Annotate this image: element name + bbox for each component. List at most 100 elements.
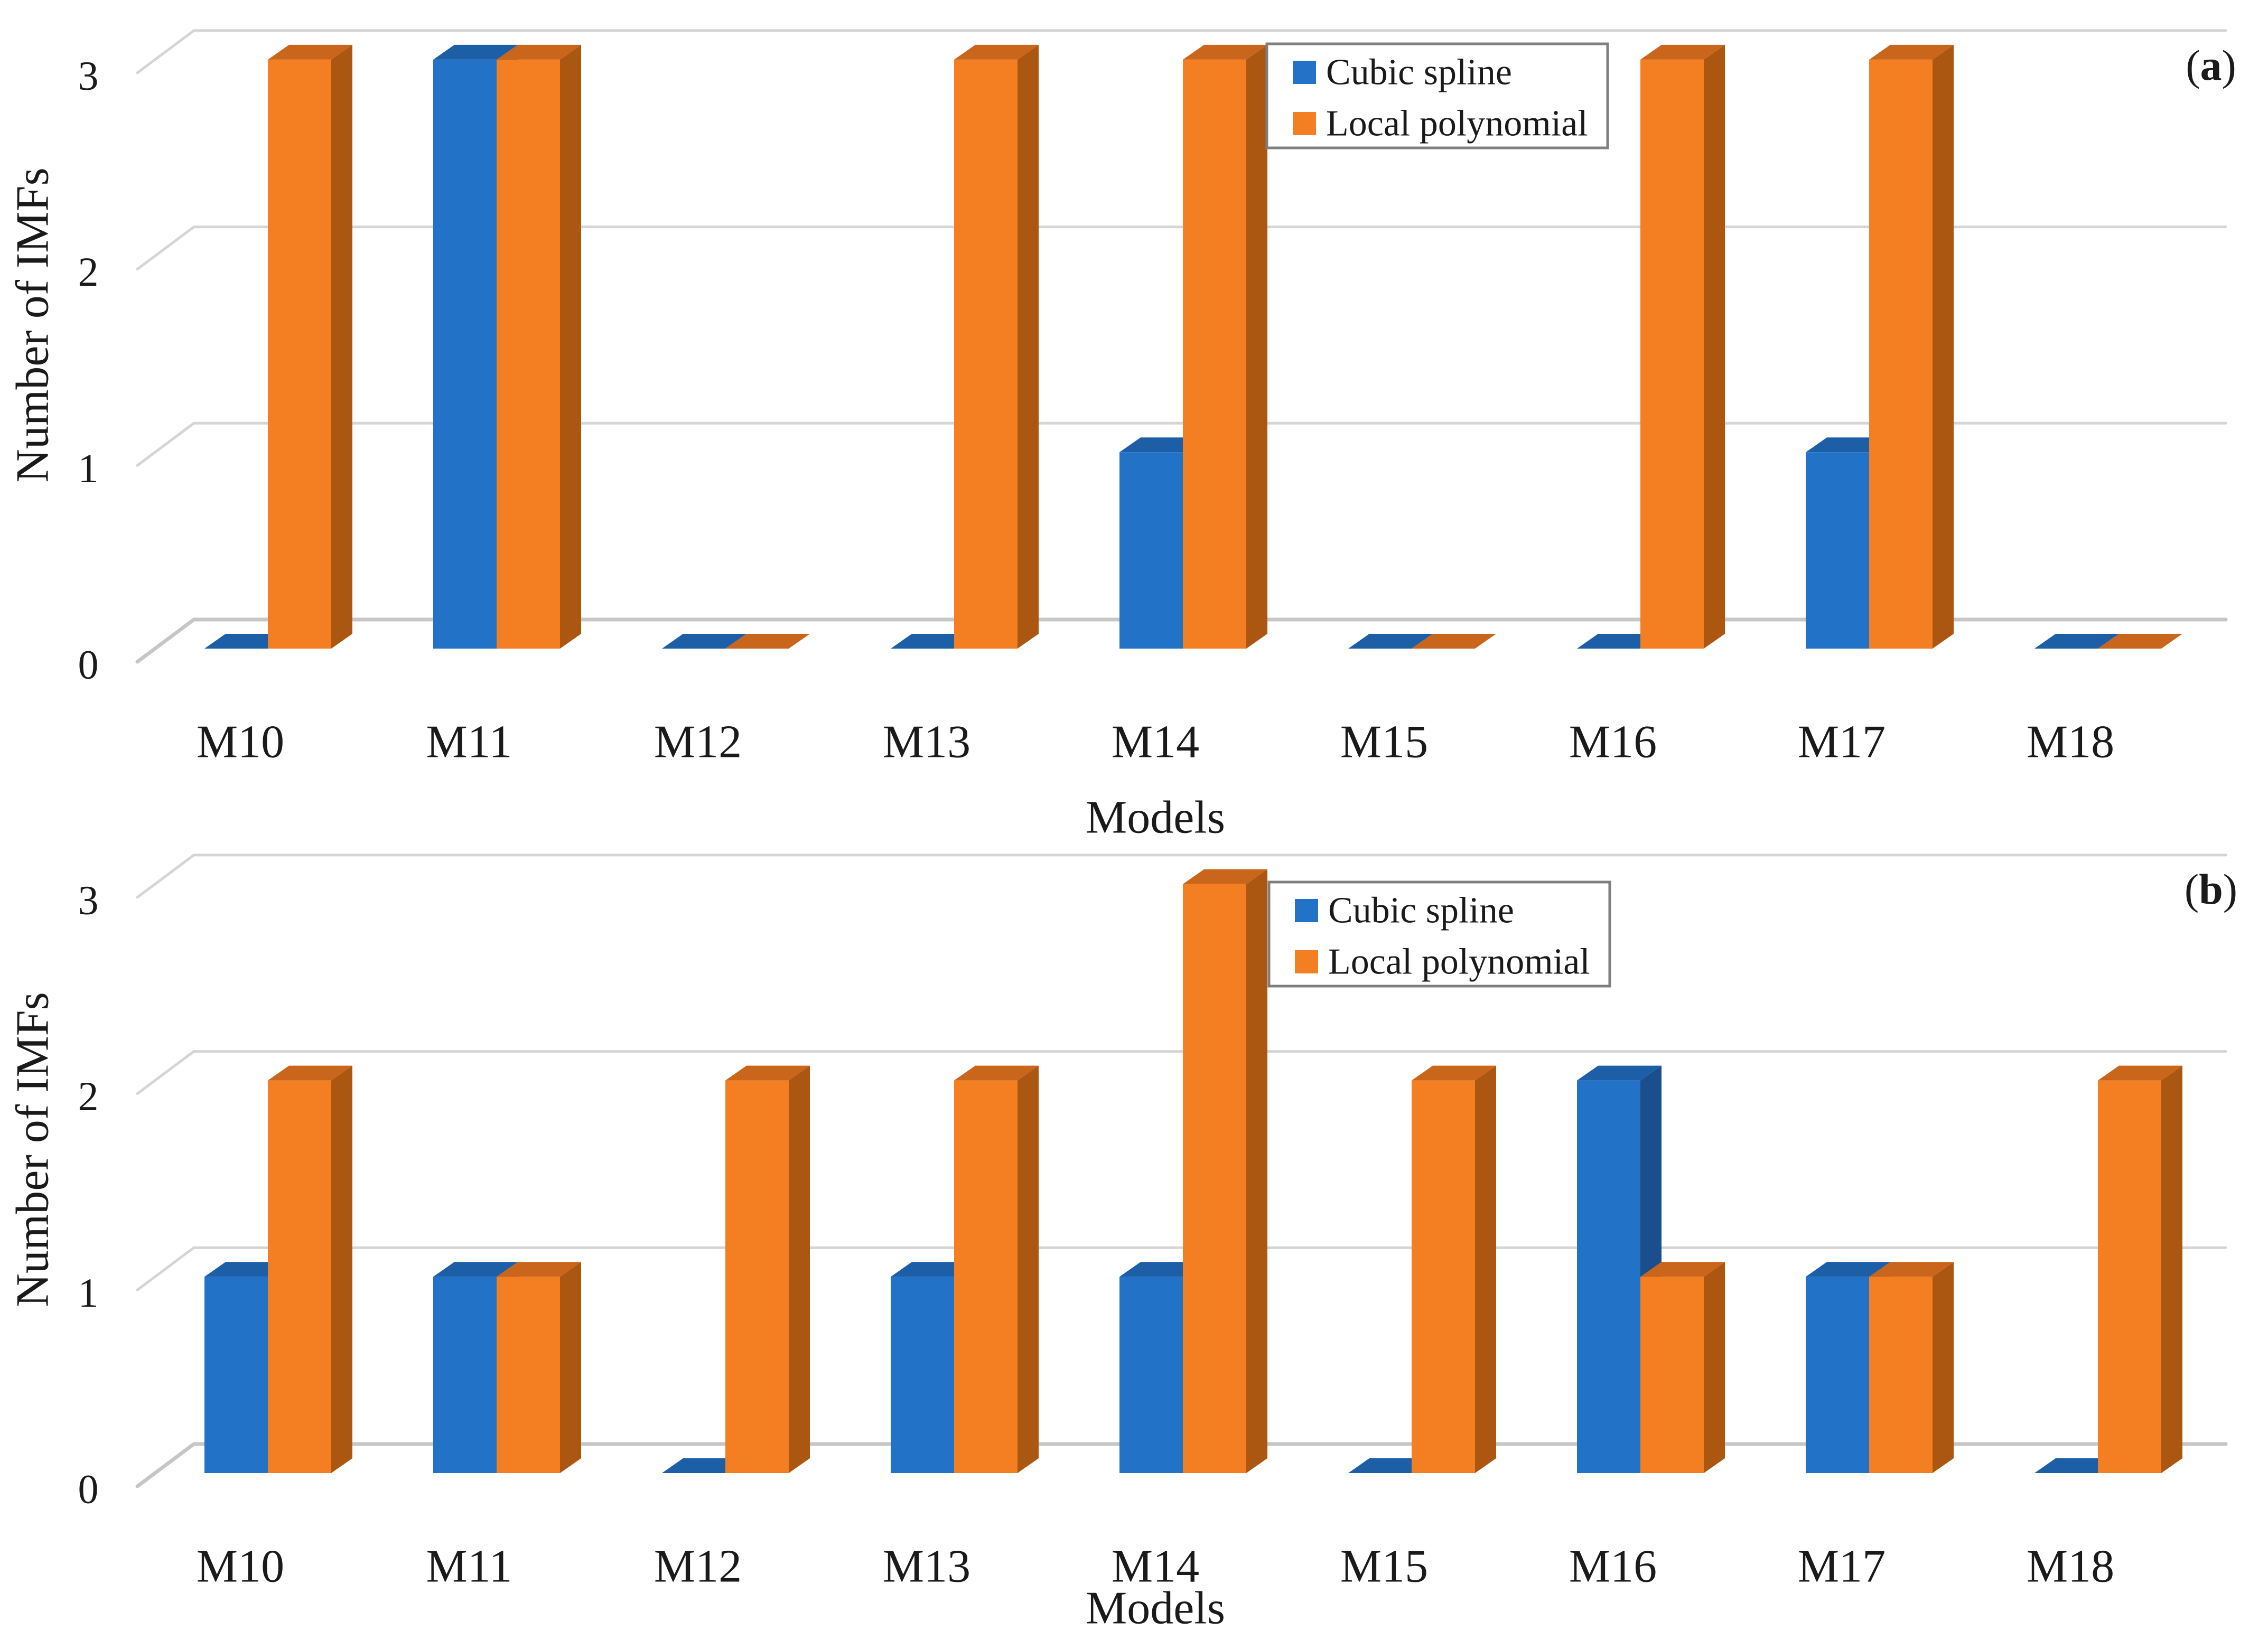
bar-group-m13 (891, 44, 1039, 649)
x-category-label-m14: M14 (1112, 717, 1199, 768)
local-polynomial-bar-m18-front (2098, 1080, 2161, 1473)
x-category-label-m14: M14 (1112, 1541, 1199, 1592)
local-polynomial-bar-m13-top (954, 1065, 1039, 1081)
gridline-y3 (136, 854, 2227, 899)
legend: Cubic spline Local polynomial (1267, 880, 1611, 988)
cubic-spline-bar-m17-front (1806, 452, 1869, 649)
x-category-label-m10: M10 (197, 717, 284, 768)
local-polynomial-bar-m10-top (268, 44, 352, 60)
local-polynomial-bar-m17-top (1869, 44, 1954, 60)
cubic-spline-bar-m12-zero-tile (662, 634, 746, 649)
bar-group-m12 (662, 634, 810, 649)
legend-label: Cubic spline (1326, 52, 1512, 93)
local-polynomial-bar-m11-front (497, 1277, 560, 1473)
cubic-spline-bar-m17-front (1806, 1277, 1869, 1473)
bar-group-m12 (662, 1065, 810, 1473)
legend-swatch-cubic-spline (1293, 61, 1316, 84)
bar-group-m16 (1577, 44, 1725, 649)
local-polynomial-bar-m17-top (1869, 1262, 1954, 1277)
y-tick-label: 3 (78, 877, 99, 923)
x-category-label-m18: M18 (2027, 1541, 2114, 1592)
legend-label: Local polynomial (1328, 942, 1590, 982)
local-polynomial-bar-m16-top (1640, 1262, 1725, 1277)
legend-label: Local polynomial (1326, 104, 1588, 144)
gridline-y2 (136, 1050, 2227, 1095)
local-polynomial-bar-m10-front (268, 1080, 331, 1473)
local-polynomial-bar-m11-top (497, 1262, 581, 1277)
x-category-label-m16: M16 (1569, 1541, 1657, 1592)
local-polynomial-bar-m16-front (1640, 59, 1704, 649)
gridline-y0 (135, 1442, 2228, 1488)
local-polynomial-bar-m15-zero-tile (1412, 634, 1496, 649)
cubic-spline-bar-m11-front (433, 1277, 497, 1473)
x-category-label-m18: M18 (2027, 717, 2114, 768)
legend: Cubic spline Local polynomial (1265, 42, 1609, 149)
local-polynomial-bar-m13-top (954, 44, 1039, 60)
bar-group-m10 (204, 1065, 352, 1473)
x-category-label-m11: M11 (426, 717, 512, 768)
x-category-label-m10: M10 (197, 1541, 284, 1592)
x-category-label-m16: M16 (1569, 717, 1657, 768)
cubic-spline-bar-m11-top (433, 1262, 518, 1277)
x-category-label-m12: M12 (654, 1541, 742, 1592)
panel-a: 0 1 2 3 Number of IMFs M10 M11 M12 M13 M14 M15 M16 M… (7, 29, 2236, 843)
x-category-label-m15: M15 (1340, 717, 1428, 768)
x-category-label-m13: M13 (883, 1541, 970, 1592)
local-polynomial-bar-m17-side (1933, 1262, 1954, 1473)
local-polynomial-bar-m11-top (497, 44, 581, 60)
bar-group-m11 (433, 1262, 581, 1473)
y-tick-label: 2 (78, 249, 99, 295)
local-polynomial-bar-m18-top (2098, 1065, 2182, 1081)
bar-group-m14 (1119, 869, 1267, 1473)
local-polynomial-bar-m14-front (1183, 884, 1246, 1473)
y-tick-label: 1 (78, 1270, 99, 1316)
local-polynomial-bar-m12-side (789, 1065, 810, 1473)
x-category-label-m12: M12 (654, 717, 742, 768)
local-polynomial-bar-m14-top (1183, 869, 1267, 884)
y-tick-label: 1 (78, 445, 99, 491)
local-polynomial-bar-m18-zero-tile (2098, 634, 2182, 649)
x-category-label-m17: M17 (1798, 1541, 1886, 1592)
local-polynomial-bar-m15-front (1412, 1080, 1475, 1473)
x-category-label-m13: M13 (883, 717, 970, 768)
legend-swatch-local-polynomial (1295, 950, 1318, 973)
cubic-spline-bar-m14-front (1119, 452, 1183, 649)
local-polynomial-bar-m11-front (497, 59, 560, 649)
panel-tag: (b) (2185, 865, 2237, 913)
panel-tag: (a) (2186, 41, 2236, 89)
bar-group-m17 (1806, 1262, 1954, 1473)
cubic-spline-bar-m13-front (891, 1277, 954, 1473)
y-axis-title: Number of IMFs (7, 167, 59, 482)
bar-group-m16 (1577, 1065, 1725, 1473)
local-polynomial-bar-m17-front (1869, 59, 1933, 649)
local-polynomial-bar-m17-side (1933, 44, 1954, 649)
cubic-spline-bar-m14-front (1119, 1277, 1183, 1473)
cubic-spline-bar-m18-zero-tile (2034, 634, 2119, 649)
y-tick-label: 0 (78, 642, 99, 688)
x-axis-title: Models (1086, 792, 1225, 843)
bar-group-m10 (204, 44, 352, 649)
gridline-y0 (135, 617, 2228, 664)
legend-label: Cubic spline (1328, 891, 1514, 931)
legend-box (1267, 880, 1611, 988)
local-polynomial-bar-m10-side (331, 44, 352, 649)
gridline-y1 (136, 421, 2227, 467)
local-polynomial-bar-m10-top (268, 1065, 352, 1081)
y-tick-label: 3 (78, 52, 99, 98)
local-polynomial-bar-m13-side (1018, 44, 1039, 649)
local-polynomial-bar-m11-side (560, 44, 581, 649)
bar-group-m18 (2034, 634, 2182, 649)
panel-b: 0 1 2 3 Number of IMFs M10 M11 M12 M13 M14 M15 M16 M… (7, 854, 2237, 1631)
x-category-label-m17: M17 (1798, 717, 1886, 768)
x-category-label-m15: M15 (1340, 1541, 1428, 1592)
y-tick-label: 0 (78, 1466, 99, 1512)
cubic-spline-bar-m16-top (1577, 1065, 1662, 1081)
local-polynomial-bar-m10-front (268, 59, 331, 649)
local-polynomial-bar-m11-side (560, 1262, 581, 1473)
bar-group-m15 (1348, 634, 1496, 649)
local-polynomial-bar-m16-side (1704, 1262, 1725, 1473)
gridline-y2 (136, 226, 2227, 271)
bar-group-m18 (2034, 1065, 2182, 1473)
local-polynomial-bar-m16-top (1640, 44, 1725, 60)
